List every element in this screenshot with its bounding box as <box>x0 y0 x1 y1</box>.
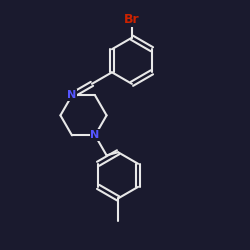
Text: N: N <box>67 90 76 101</box>
Text: N: N <box>67 90 76 101</box>
Text: Br: Br <box>124 13 140 26</box>
Text: N: N <box>90 130 100 140</box>
